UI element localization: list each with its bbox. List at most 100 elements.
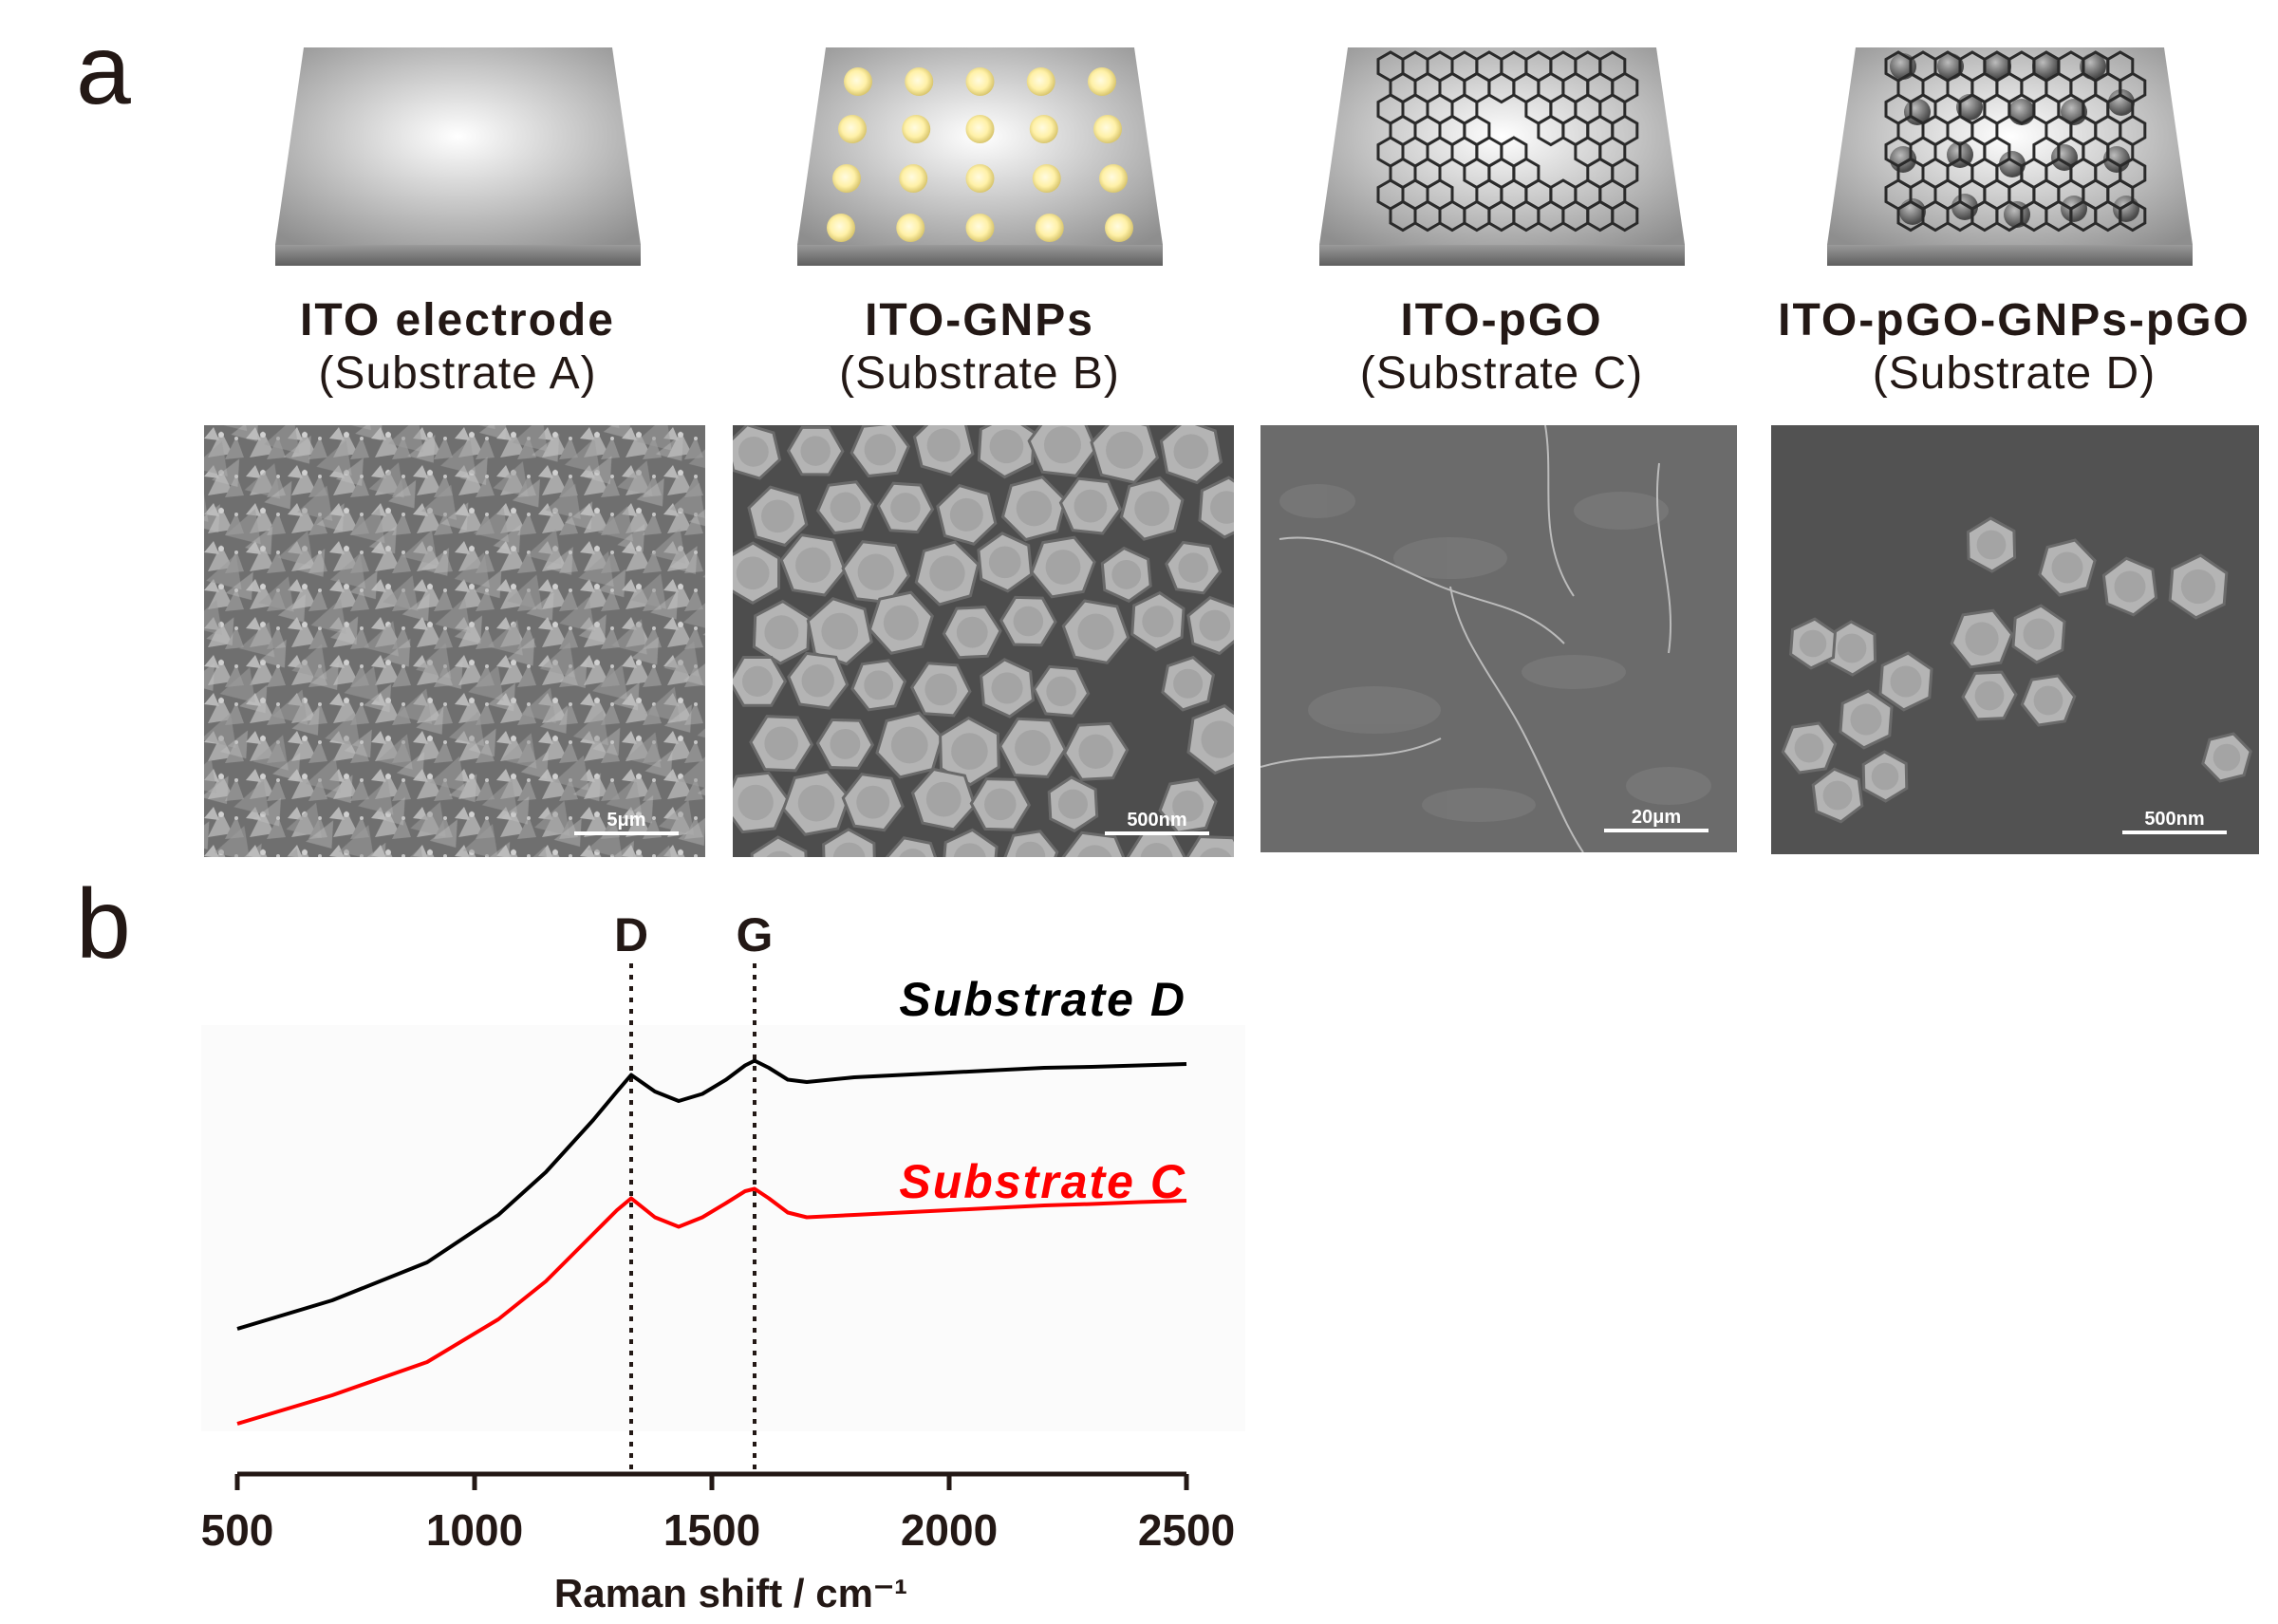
graphene-hexagon — [1611, 199, 1639, 233]
nanoparticle-dot — [1099, 164, 1128, 193]
sem-nanoparticle — [885, 836, 937, 857]
sem-nanoparticle — [2168, 553, 2229, 620]
sem-nanoparticle — [977, 425, 1036, 479]
sem-nanoparticle — [2201, 732, 2252, 783]
sem-nanoparticle — [1811, 767, 1864, 824]
sem-nanoparticle — [875, 711, 944, 779]
x-tick-label: 500 — [201, 1505, 274, 1555]
schematic-ito-pgo-gnps-pgo — [1827, 47, 2193, 266]
nanoparticle-dot — [896, 214, 925, 242]
sem-nanoparticle — [822, 828, 876, 857]
sem-nanoparticle — [786, 425, 845, 476]
sem-nanoparticle — [1090, 425, 1160, 484]
gnp-ball — [2103, 146, 2130, 173]
sem-nanoparticle — [747, 485, 809, 548]
x-tick-label: 1500 — [663, 1505, 760, 1555]
sem-nanoparticle — [733, 425, 782, 480]
series-label: Substrate C — [899, 1155, 1186, 1208]
panel-a-label: a — [76, 15, 131, 125]
sem-nanoparticle — [942, 606, 1002, 660]
sem-nanoparticle — [876, 481, 935, 534]
sem-nanoparticle — [910, 767, 977, 831]
sem-nanoparticle — [868, 590, 934, 655]
sem-nanoparticle — [1198, 476, 1234, 539]
sem-nanoparticle — [850, 659, 907, 712]
sem-nanoparticle — [1062, 721, 1130, 781]
substrate-c-desc: (Substrate C) — [1359, 348, 1644, 399]
sem-nanoparticle — [1789, 617, 1837, 670]
nanoparticle-dot — [965, 115, 995, 143]
sem-nanoparticle — [1186, 595, 1234, 656]
sem-nanoparticle — [733, 771, 790, 834]
scalebar-c: 20μm — [1604, 807, 1708, 832]
sem-nanoparticle — [998, 717, 1067, 778]
sem-nanoparticle — [1058, 476, 1123, 535]
sem-nanoparticle — [1839, 689, 1894, 750]
sem-nanoparticle — [1165, 540, 1223, 595]
schematic-ito-gnps — [797, 47, 1163, 266]
sem-nanoparticle — [750, 835, 808, 857]
sem-nanoparticle — [815, 718, 875, 770]
substrate-a-label: ITO electrode (Substrate A) — [201, 294, 714, 401]
sem-nanoparticle — [1186, 834, 1234, 857]
nanoparticle-dot — [827, 214, 855, 242]
sem-nanoparticle — [1961, 670, 2018, 721]
substrate-b-desc: (Substrate B) — [839, 348, 1120, 399]
sem-nanoparticle — [2011, 604, 2066, 664]
nanoparticle-dot — [905, 67, 934, 96]
sem-nanoparticle — [1027, 425, 1098, 477]
sem-nanoparticle — [1100, 546, 1152, 604]
nanoparticle-dot — [838, 115, 867, 143]
nanoparticle-dot — [832, 164, 861, 193]
sem-nanoparticle — [1186, 703, 1234, 775]
sem-nanoparticle — [1966, 516, 2017, 573]
nanoparticle-dot — [902, 115, 931, 143]
gnp-ball — [2032, 53, 2059, 80]
sem-nanoparticle — [977, 532, 1034, 593]
sem-nanoparticle — [1000, 476, 1067, 542]
sem-nanoparticle — [1781, 721, 1838, 775]
sem-nanoparticle — [815, 480, 875, 535]
sem-nanoparticle — [943, 828, 999, 857]
nanoparticle-dot — [1088, 67, 1116, 96]
sem-nanoparticle — [779, 532, 847, 597]
gnp-ball — [2080, 53, 2106, 80]
sem-nanoparticle — [969, 777, 1032, 831]
substrate-d-label: ITO-pGO-GNPs-pGO (Substrate D) — [1758, 294, 2270, 401]
sem-nanoparticle — [1950, 608, 2014, 669]
ref-label-G: G — [737, 908, 774, 961]
sem-nanoparticle — [2101, 556, 2158, 617]
sem-nanoparticle — [1158, 777, 1218, 834]
sem-nanoparticle — [841, 540, 911, 605]
substrate-b-label: ITO-GNPs (Substrate B) — [723, 294, 1236, 401]
substrate-c-label: ITO-pGO (Substrate C) — [1245, 294, 1758, 401]
sem-nanoparticle — [1061, 599, 1130, 664]
substrate-a-desc: (Substrate A) — [318, 348, 597, 399]
x-axis-title: Raman shift / cm⁻¹ — [554, 1571, 907, 1615]
scalebar-a-line — [574, 831, 679, 835]
nanoparticle-dot — [965, 214, 995, 242]
sem-nanoparticle — [841, 773, 905, 832]
nanoparticle-dot — [1026, 67, 1055, 96]
scalebar-d-line — [2122, 831, 2227, 834]
sem-image-ito-pgo-gnps-pgo: 500nm — [1771, 425, 2259, 854]
sem-nanoparticle — [806, 597, 873, 666]
series-line-substrate-c — [236, 1186, 1187, 1426]
ref-label-D: D — [614, 908, 648, 961]
sem-nanoparticle — [1061, 831, 1126, 857]
nanoparticle-dot — [1093, 115, 1122, 143]
sem-nanoparticle — [733, 656, 788, 707]
sem-image-ito-electrode: 5μm — [204, 425, 705, 857]
sem-nanoparticle — [733, 541, 781, 606]
scalebar-b-text: 500nm — [1127, 810, 1187, 831]
scalebar-b: 500nm — [1105, 810, 1209, 835]
sem-nanoparticle — [850, 425, 911, 478]
substrate-d-desc: (Substrate D) — [1872, 348, 2157, 399]
nanoparticle-dot — [1029, 115, 1058, 143]
sem-nanoparticle — [912, 425, 975, 476]
substrate-d-name: ITO-pGO-GNPs-pGO — [1778, 295, 2250, 345]
x-tick-label: 2500 — [1138, 1505, 1235, 1555]
sem-nanoparticle — [936, 483, 998, 546]
sem-nanoparticle — [787, 651, 850, 710]
